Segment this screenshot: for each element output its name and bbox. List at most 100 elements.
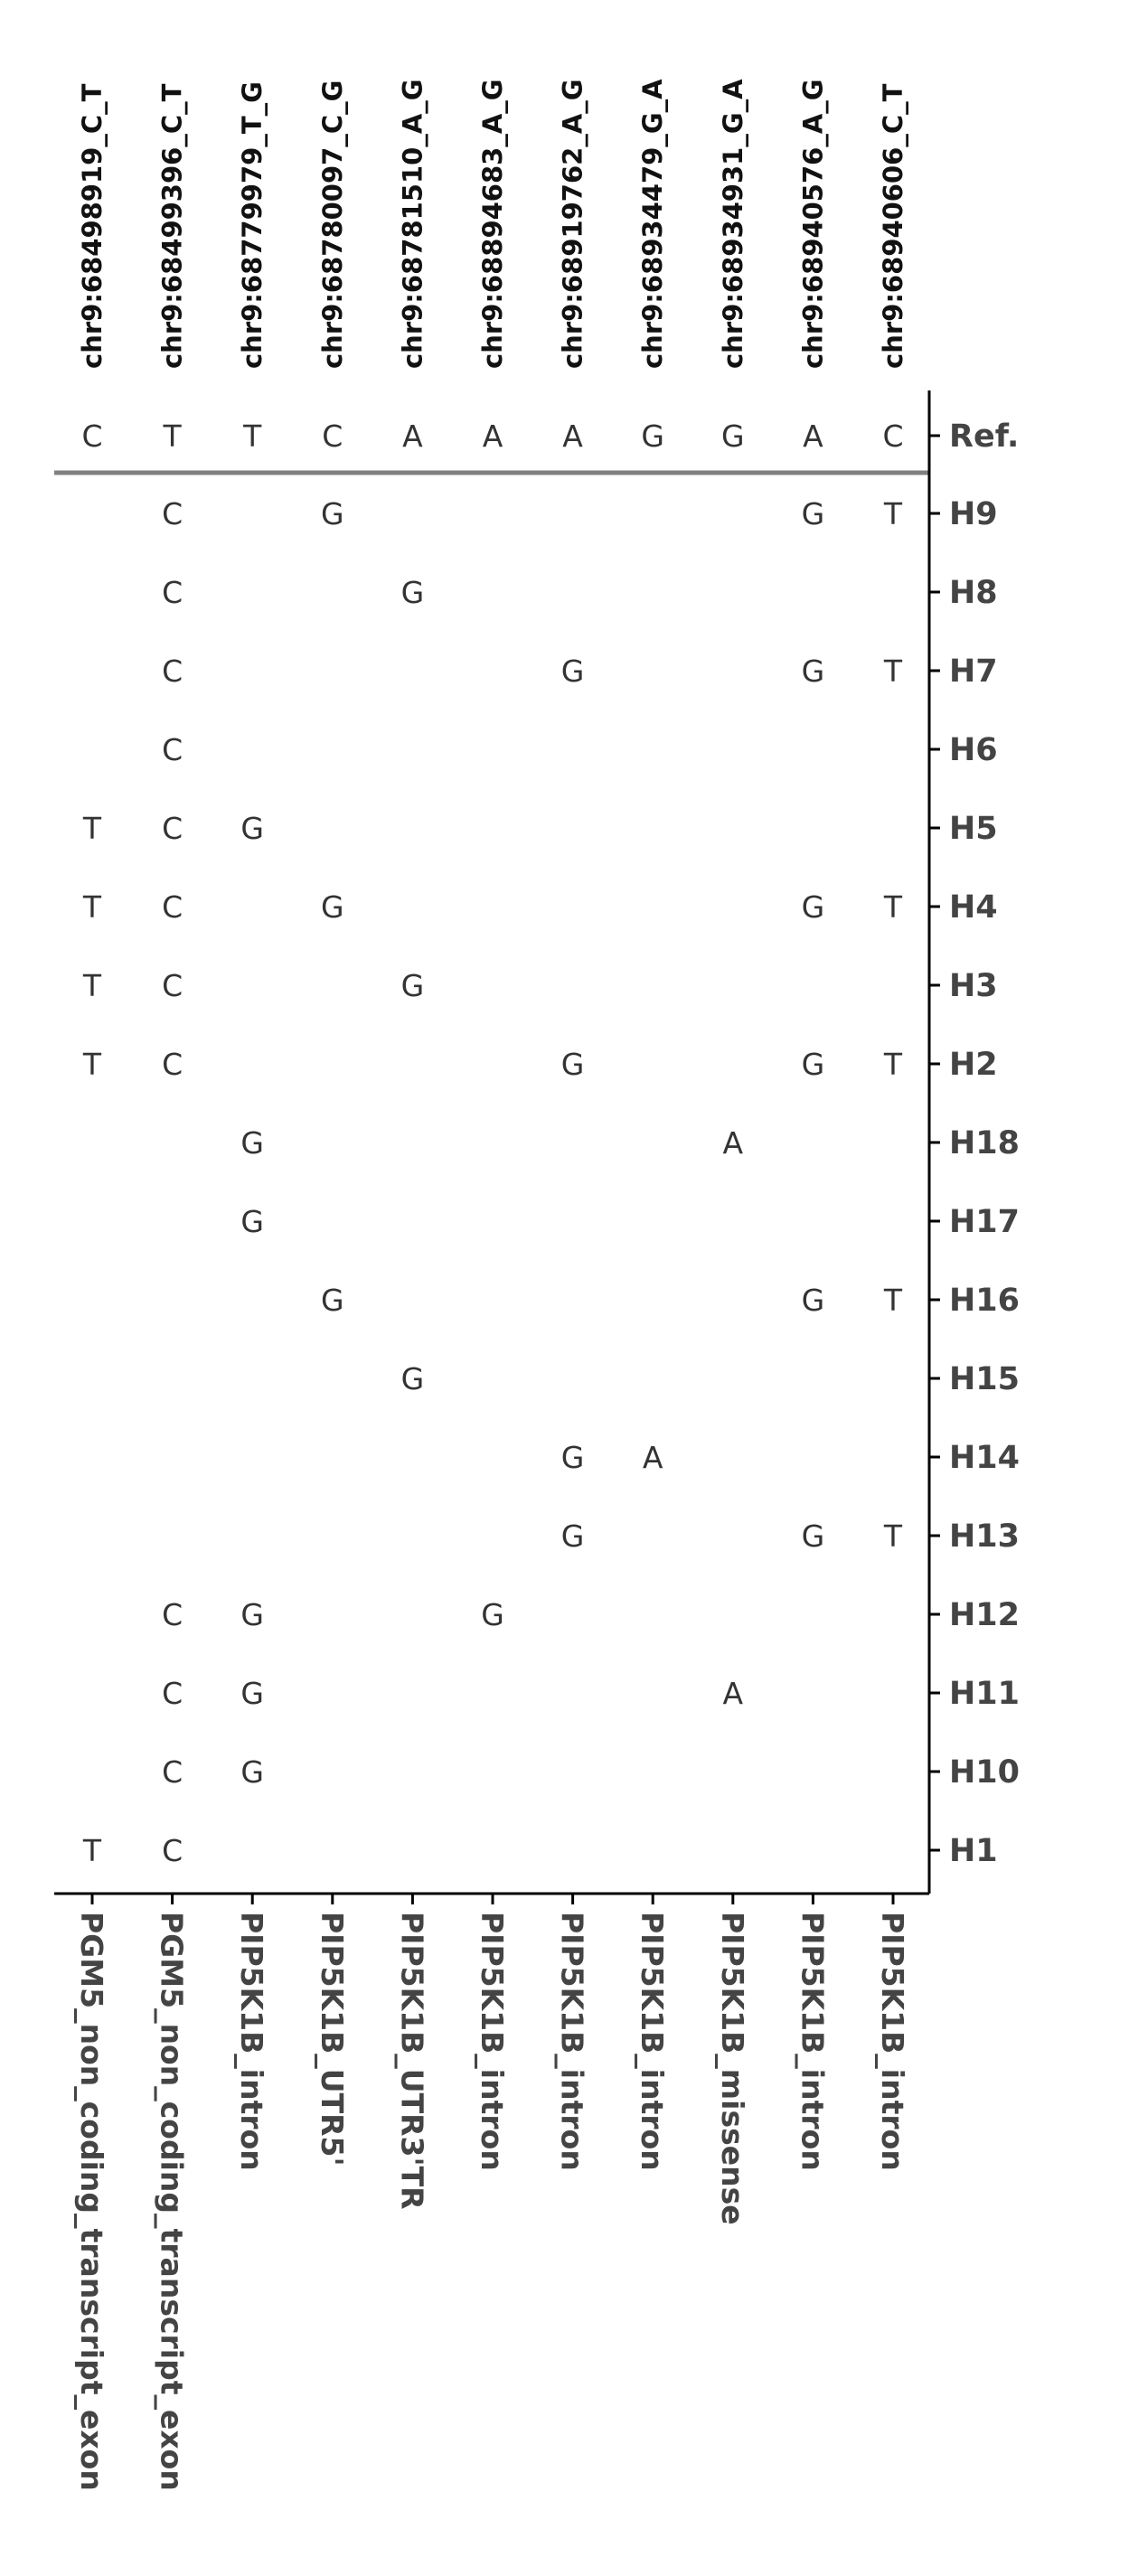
snp-label: chr9:68779979_T_G <box>237 81 268 369</box>
allele-cell: A <box>723 1125 744 1161</box>
allele-cell: T <box>82 968 102 1003</box>
haplotype-label: H3 <box>949 968 998 1004</box>
haplotype-label: H12 <box>949 1597 1020 1633</box>
haplotype-label: H2 <box>949 1047 998 1083</box>
ref-allele: T <box>242 418 262 454</box>
ref-allele: C <box>322 418 343 454</box>
haplotype-label: H11 <box>949 1676 1020 1712</box>
haplotype-label: H16 <box>949 1283 1020 1319</box>
allele-cell: G <box>802 653 825 689</box>
allele-cell: T <box>883 653 903 689</box>
snp-label: chr9:68934931_G_A <box>718 79 748 369</box>
ref-allele: G <box>721 418 745 454</box>
haplotype-label: H15 <box>949 1361 1020 1397</box>
ref-allele: A <box>402 418 423 454</box>
haplotype-label: H1 <box>949 1833 998 1869</box>
allele-cell: G <box>240 1125 264 1161</box>
allele-cell: T <box>883 496 903 531</box>
ref-allele: A <box>803 418 823 454</box>
allele-cell: G <box>561 653 585 689</box>
haplotype-label: H13 <box>949 1518 1020 1555</box>
snp-label: chr9:68781510_A_G <box>397 79 428 369</box>
allele-cell: G <box>321 496 344 531</box>
haplotype-label: H5 <box>949 811 998 847</box>
allele-cell: C <box>162 575 183 610</box>
haplotype-label: H4 <box>949 889 998 926</box>
snp-label: chr9:68940606_C_T <box>878 83 908 369</box>
allele-cell: C <box>162 653 183 689</box>
annotation-label: PIP5K1B_intron <box>475 1912 510 2171</box>
allele-cell: G <box>321 1283 344 1318</box>
allele-cell: G <box>802 1518 825 1554</box>
snp-label: chr9:68940576_A_G <box>797 79 828 369</box>
annotation-label: PGM5_non_coding_transcript_exon <box>155 1912 190 2491</box>
allele-cell: T <box>883 1047 903 1082</box>
snp-label: chr9:68919762_A_G <box>558 79 588 369</box>
annotation-label: PIP5K1B_UTR5' <box>315 1912 350 2167</box>
ref-allele: C <box>81 418 102 454</box>
allele-cell: T <box>883 1518 903 1554</box>
allele-cell: G <box>401 968 425 1003</box>
allele-cell: A <box>723 1676 744 1711</box>
allele-cell: C <box>162 1833 183 1868</box>
allele-cell: A <box>643 1440 663 1475</box>
snp-label: chr9:68498919_C_T <box>77 83 108 369</box>
allele-cell: G <box>240 811 264 846</box>
snp-label: chr9:68780097_C_G <box>317 80 348 369</box>
allele-cell: G <box>321 889 344 925</box>
allele-cell: G <box>401 575 425 610</box>
allele-cell: C <box>162 732 183 767</box>
allele-cell: C <box>162 968 183 1003</box>
allele-cell: G <box>481 1597 504 1632</box>
snp-label: chr9:68499396_C_T <box>157 83 188 369</box>
allele-cell: G <box>802 1047 825 1082</box>
allele-cell: G <box>401 1361 425 1396</box>
allele-cell: G <box>240 1204 264 1239</box>
annotation-label: PIP5K1B_intron <box>635 1912 670 2171</box>
haplotype-label: H9 <box>949 496 998 532</box>
annotation-label: PIP5K1B_intron <box>795 1912 830 2171</box>
allele-cell: G <box>240 1676 264 1711</box>
allele-cell: C <box>162 889 183 925</box>
allele-cell: G <box>561 1440 585 1475</box>
haplotype-label: H7 <box>949 653 998 690</box>
allele-cell: G <box>561 1047 585 1082</box>
allele-cell: T <box>883 889 903 925</box>
allele-cell: G <box>802 496 825 531</box>
haplotype-label: H14 <box>949 1440 1020 1476</box>
ref-allele: G <box>641 418 664 454</box>
haplotype-label: H8 <box>949 575 998 611</box>
reference-label: Ref. <box>949 418 1019 455</box>
allele-cell: C <box>162 1597 183 1632</box>
ref-allele: C <box>882 418 903 454</box>
allele-cell: C <box>162 811 183 846</box>
allele-cell: C <box>162 1754 183 1790</box>
haplotype-label: H17 <box>949 1204 1020 1240</box>
haplotype-label: H18 <box>949 1125 1020 1161</box>
allele-cell: T <box>82 1833 102 1868</box>
ref-allele: A <box>562 418 583 454</box>
allele-cell: T <box>82 811 102 846</box>
annotation-label: PGM5_non_coding_transcript_exon <box>74 1912 109 2491</box>
snp-label: chr9:68934479_G_A <box>637 79 668 369</box>
haplotype-label: H10 <box>949 1754 1020 1791</box>
allele-cell: C <box>162 1676 183 1711</box>
annotation-label: PIP5K1B_intron <box>875 1912 910 2171</box>
allele-cell: G <box>561 1518 585 1554</box>
haplotype-label: H6 <box>949 732 998 768</box>
allele-cell: G <box>802 1283 825 1318</box>
snp-label: chr9:68894683_A_G <box>477 79 508 369</box>
ref-allele: T <box>163 418 183 454</box>
annotation-label: PIP5K1B_intron <box>555 1912 590 2171</box>
allele-cell: G <box>802 889 825 925</box>
annotation-label: PIP5K1B_intron <box>234 1912 269 2171</box>
allele-cell: C <box>162 1047 183 1082</box>
allele-cell: T <box>82 1047 102 1082</box>
allele-cell: G <box>240 1597 264 1632</box>
annotation-label: PIP5K1B_missense <box>715 1912 750 2225</box>
allele-cell: T <box>883 1283 903 1318</box>
ref-allele: A <box>483 418 503 454</box>
allele-cell: C <box>162 496 183 531</box>
allele-cell: G <box>240 1754 264 1790</box>
